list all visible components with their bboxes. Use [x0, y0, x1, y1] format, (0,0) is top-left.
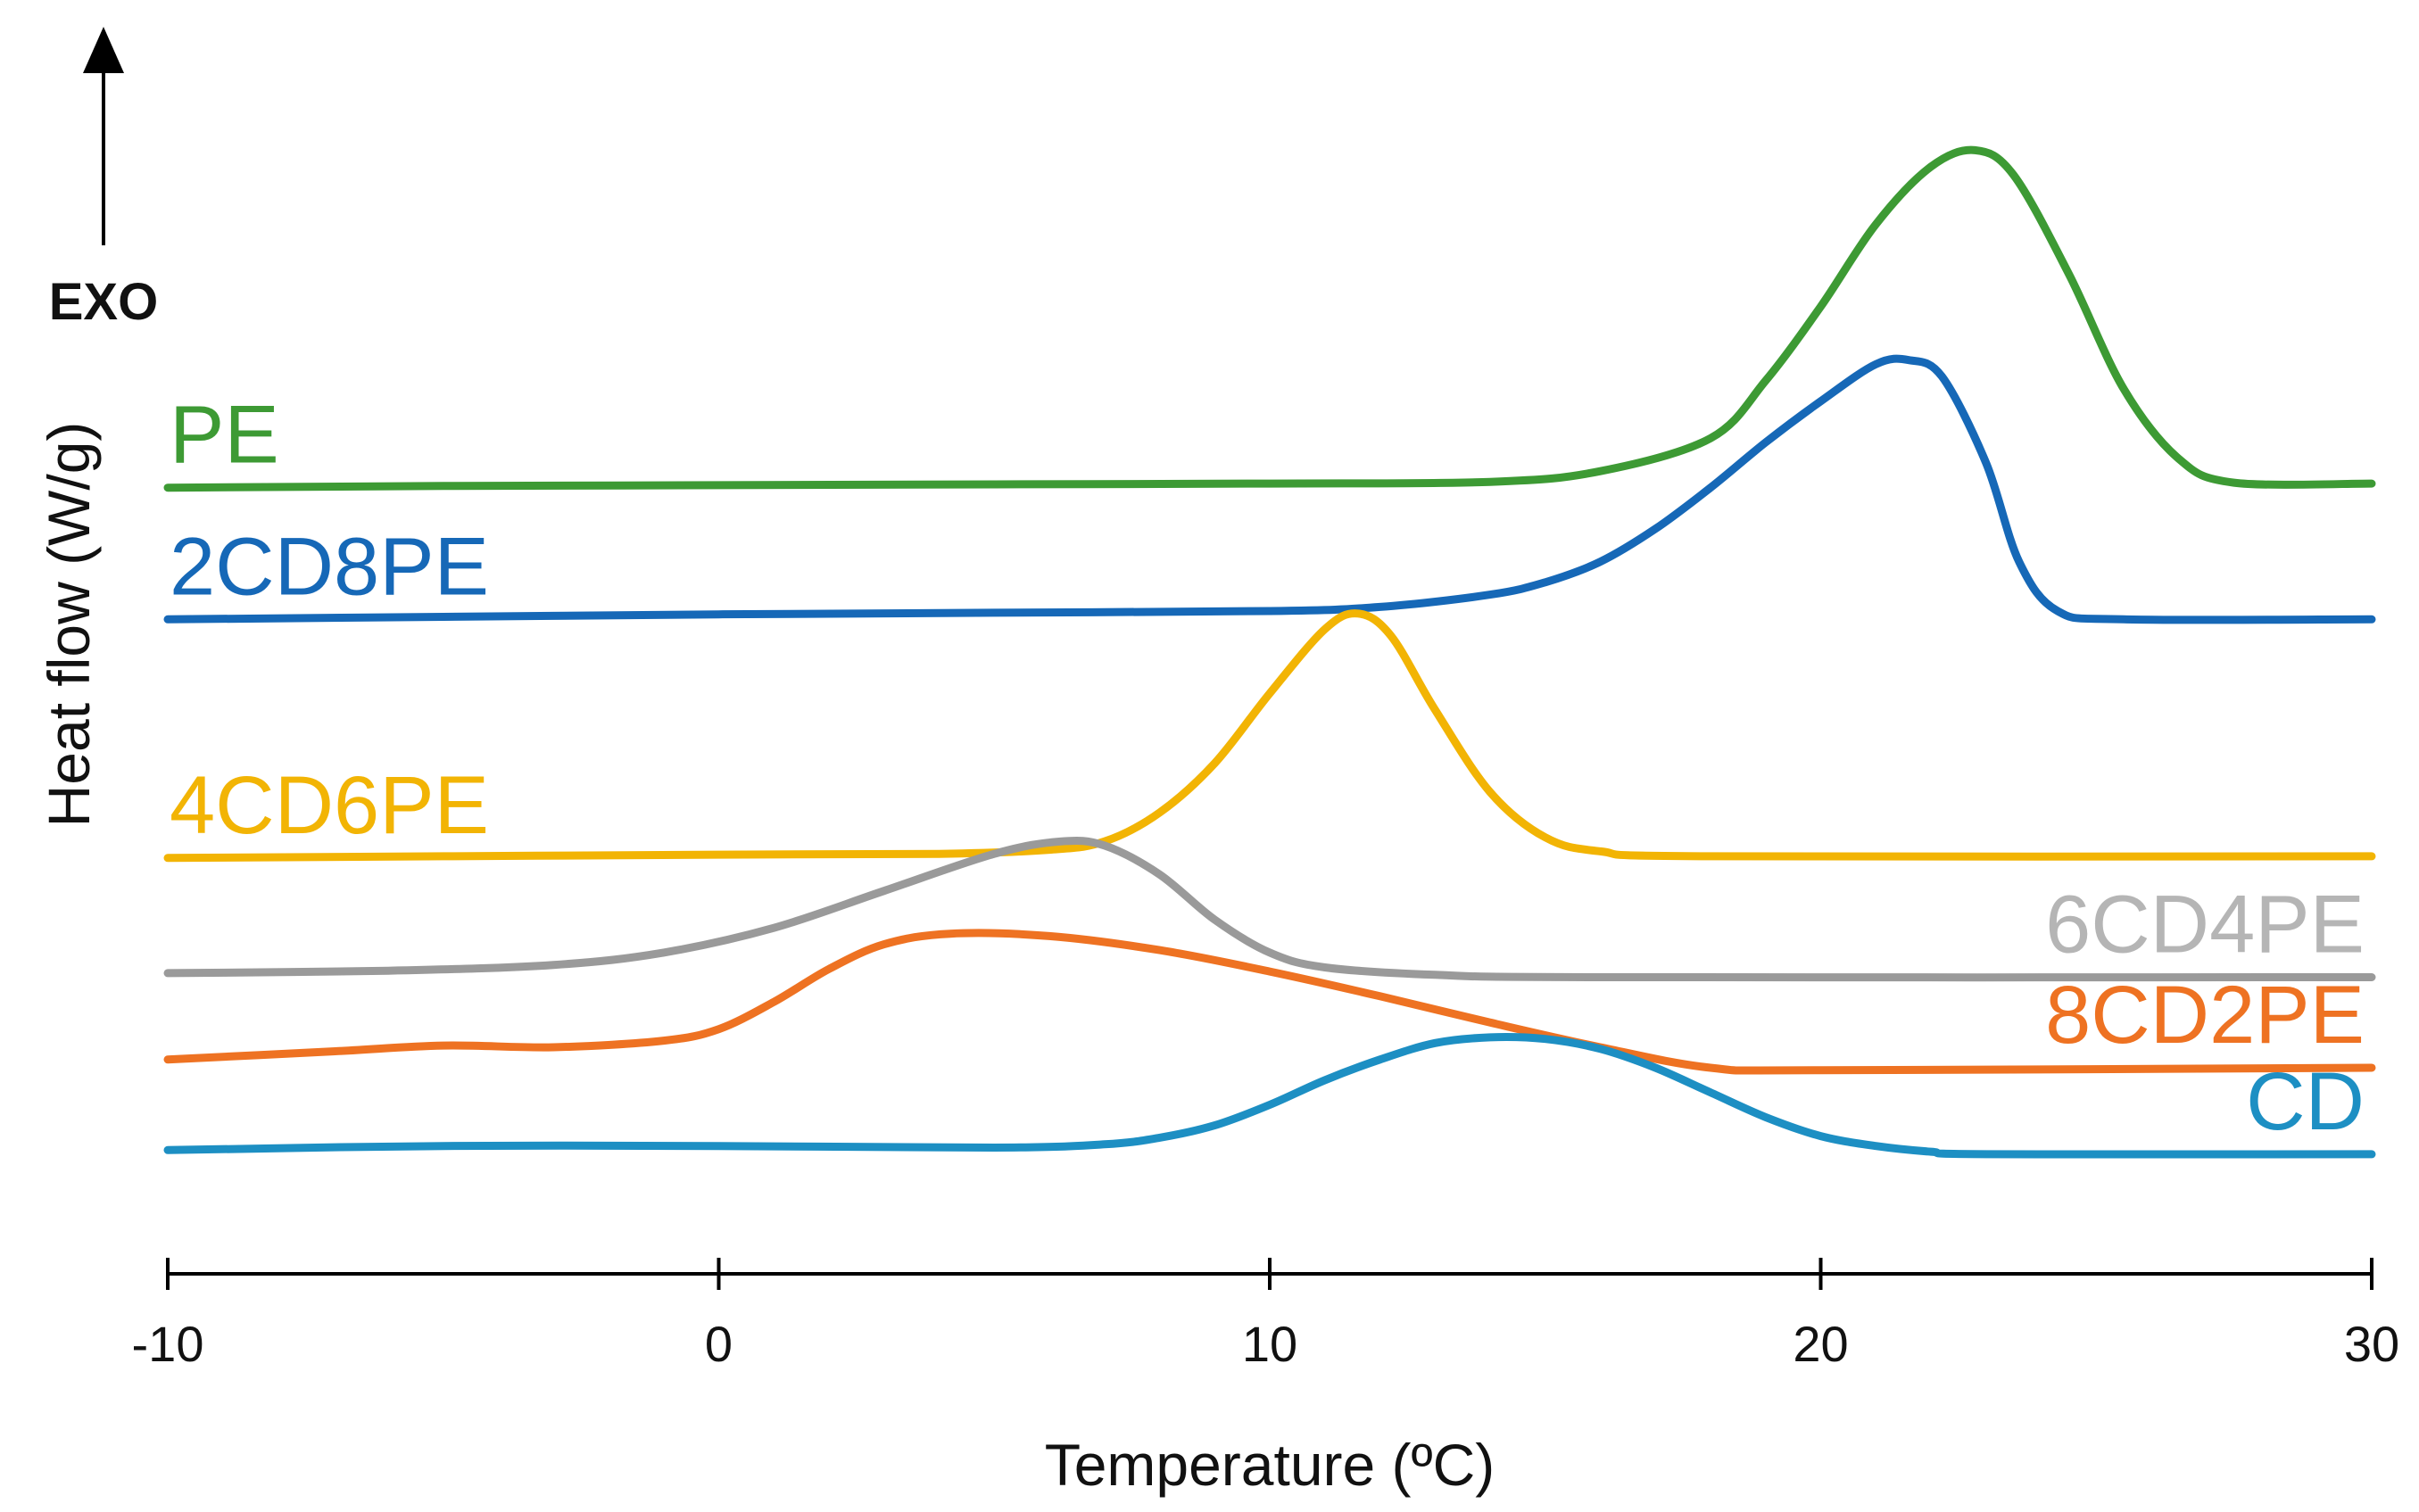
x-tick-label: 10: [1242, 1316, 1297, 1372]
series-label-2cd8pe: 2CD8PE: [170, 521, 489, 612]
series-label-8cd2pe: 8CD2PE: [2045, 970, 2365, 1061]
x-tick-label: 0: [705, 1316, 733, 1372]
series-line-pe: [163, 145, 2376, 492]
series-label-4cd6pe: 4CD6PE: [170, 760, 489, 851]
series-label-cd: CD: [2246, 1056, 2365, 1147]
series-line-2cd8pe: [163, 354, 2376, 624]
series-line-6cd4pe: [163, 836, 2376, 982]
x-tick-label: 20: [1793, 1316, 1848, 1372]
x-tick-label: 30: [2344, 1316, 2399, 1372]
series-line-cd: [163, 1033, 2376, 1159]
exo-label: EXO: [49, 273, 159, 331]
x-ticks: -10 0 10 20 30: [132, 1258, 2399, 1372]
series-label-6cd4pe: 6CD4PE: [2045, 880, 2365, 971]
x-tick-label: -10: [132, 1316, 204, 1372]
exo-arrow-head: [83, 27, 124, 73]
series-line-4cd6pe: [163, 609, 2376, 863]
series-group: [163, 145, 2376, 1159]
series-line-8cd2pe: [163, 929, 2376, 1075]
exo-arrow: EXO: [49, 27, 159, 331]
series-label-pe: PE: [170, 390, 279, 481]
y-axis-title: Heat flow (W/g): [36, 422, 102, 828]
x-axis-title: Temperature (ºC): [1045, 1432, 1495, 1498]
